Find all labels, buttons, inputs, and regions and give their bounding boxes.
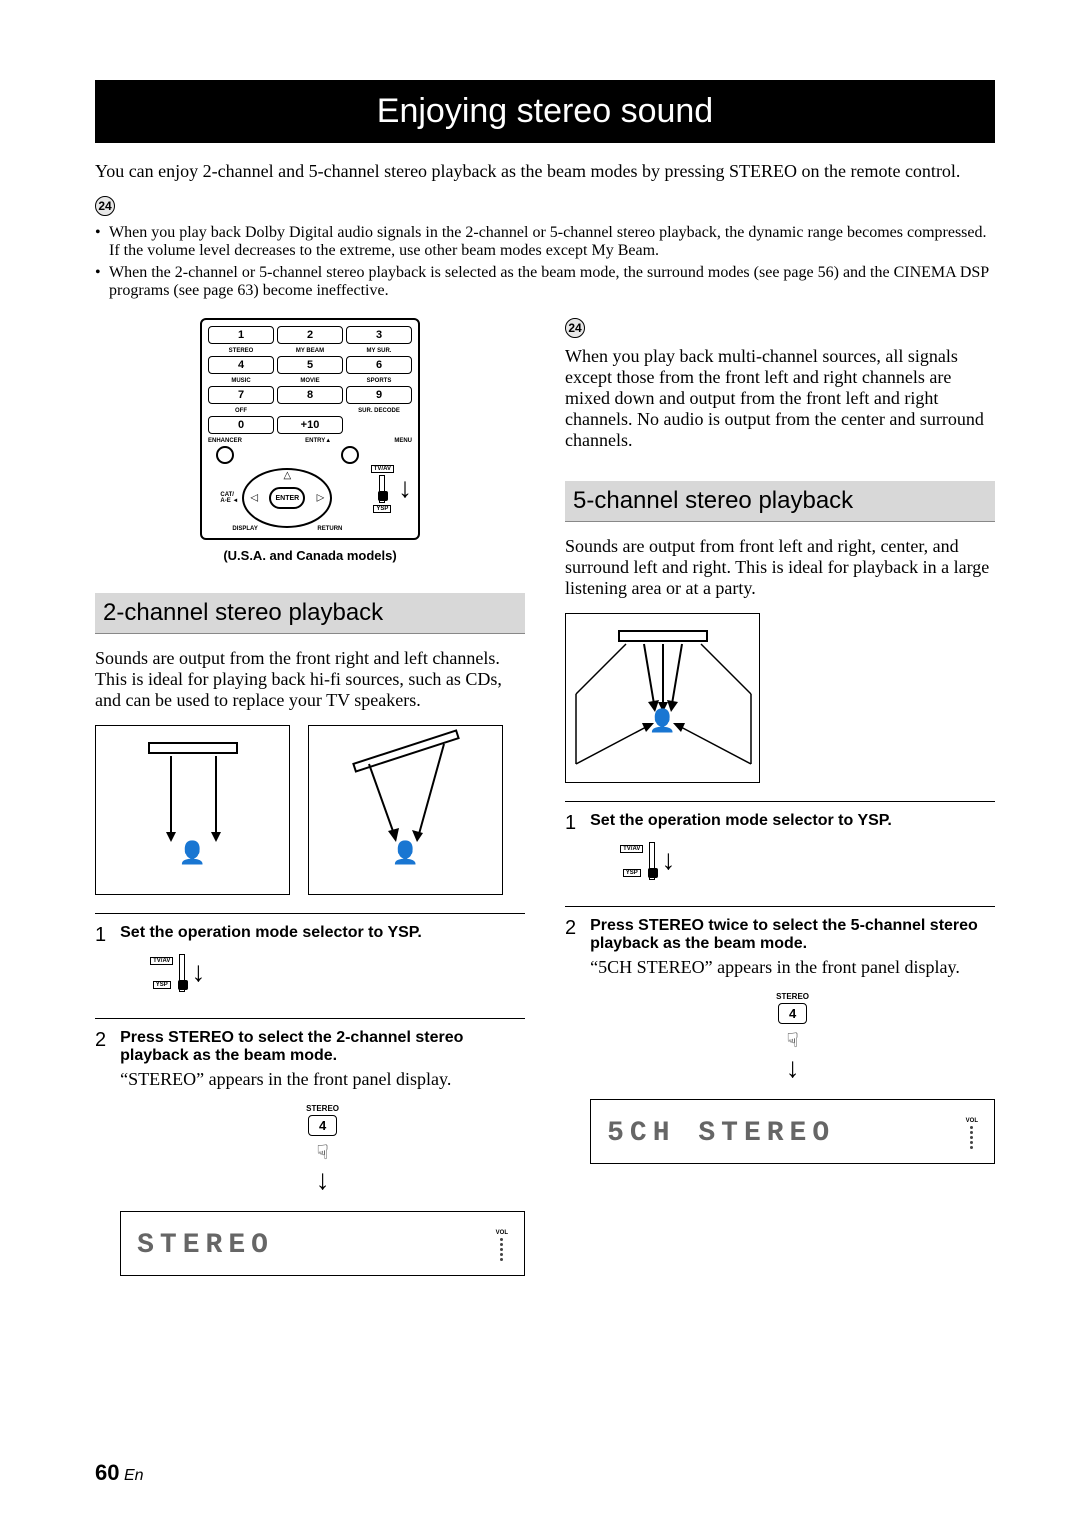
stereo-key-4: 4 [308,1115,337,1136]
stereo-button-diagram: STEREO 4 ☟ ↓ [590,992,995,1085]
note-item: When the 2-channel or 5-channel stereo p… [95,264,995,300]
page-number: 60 [95,1460,119,1485]
remote-label-enhancer: ENHANCER [208,438,242,444]
switch-label-tvav: TV/AV [150,957,173,965]
step-2-2ch: 2 Press STEREO to select the 2-channel s… [95,1018,525,1276]
arrow-down-icon: ↓ [398,473,412,505]
mode-switch-icon [379,475,385,503]
heading-2ch: 2-channel stereo playback [95,593,525,634]
listener-icon: 👤 [649,708,676,734]
step-1-2ch: 1 Set the operation mode selector to YSP… [95,913,525,1002]
listener-icon: 👤 [392,840,419,866]
arrow-down-icon: ↓ [661,845,675,877]
left-column: 1 2 3 STEREO MY BEAM MY SUR. 4 5 6 MUSIC… [95,318,525,1276]
enhancer-button-icon [216,446,234,464]
key-sublabel: MY BEAM [277,348,343,354]
step-1-text-5ch: Set the operation mode selector to YSP. [590,812,995,830]
step-1-text: Set the operation mode selector to YSP. [120,924,525,942]
remote-key-1: 1 [208,326,274,344]
switch-label-tvav: TV/AV [620,845,643,853]
mode-switch-icon [179,954,185,992]
remote-key-plus10: +10 [277,416,343,434]
remote-label-cat: CAT/ A-E ◄ [220,492,238,504]
key-sublabel: MUSIC [208,378,274,384]
key-sublabel: SUR. DECODE [346,408,412,414]
remote-key-4: 4 [208,356,274,374]
hand-press-icon: ☟ [120,1140,525,1165]
step-1-5ch: 1 Set the operation mode selector to YSP… [565,801,995,890]
page-title: Enjoying stereo sound [95,80,995,143]
switch-label-ysp: YSP [153,981,171,989]
remote-key-5: 5 [277,356,343,374]
notes-list: When you play back Dolby Digital audio s… [95,224,995,300]
remote-label-entry: ENTRY▲ [305,438,331,444]
remote-label-return: RETURN [317,526,342,532]
display-text: STEREO [137,1230,274,1261]
key-sublabel: STEREO [208,348,274,354]
diagram-2ch-tilt: 👤 [308,725,503,895]
intro-paragraph: You can enjoy 2-channel and 5-channel st… [95,161,995,182]
display-text: 5CH STEREO [607,1118,835,1149]
right-column: 24 When you play back multi-channel sour… [565,318,995,1276]
step-2-bold: Press STEREO to select the 2-channel ste… [120,1029,525,1065]
step-2-desc-5ch: “5CH STEREO” appears in the front panel … [590,957,995,978]
remote-illustration: 1 2 3 STEREO MY BEAM MY SUR. 4 5 6 MUSIC… [200,318,420,563]
switch-label-ysp: YSP [623,869,641,877]
remote-label-menu: MENU [394,438,412,444]
key-sublabel: MOVIE [277,378,343,384]
note-icon-24: 24 [95,196,115,216]
vol-meter-icon: VOL [496,1230,508,1261]
stereo-button-diagram: STEREO 4 ☟ ↓ [120,1104,525,1197]
remote-caption: (U.S.A. and Canada models) [200,548,420,563]
note-icon-24: 24 [565,318,585,338]
key-sublabel: MY SUR. [346,348,412,354]
remote-key-9: 9 [346,386,412,404]
remote-key-3: 3 [346,326,412,344]
diagram-2ch-straight: 👤 [95,725,290,895]
remote-key-7: 7 [208,386,274,404]
heading-5ch: 5-channel stereo playback [565,481,995,522]
remote-key-6: 6 [346,356,412,374]
diagram-5ch: 👤 [565,613,760,783]
stereo-key-4: 4 [778,1003,807,1024]
step-2-5ch: 2 Press STEREO twice to select the 5-cha… [565,906,995,1164]
arrow-down-icon: ↓ [590,1053,995,1085]
desc-5ch: Sounds are output from front left and ri… [565,536,995,599]
note-item: When you play back Dolby Digital audio s… [95,224,995,260]
menu-button-icon [341,446,359,464]
switch-label-tvav: TV/AV [371,465,394,473]
enter-button: ENTER [269,487,305,509]
dpad: ENTER △ ◁ ▷ CAT/ A-E ◄ DISPLAY RETURN [232,468,342,528]
step-number: 1 [95,924,106,1002]
switch-label-ysp: YSP [373,505,391,513]
vol-meter-icon: VOL [966,1118,978,1149]
remote-label-display: DISPLAY [232,526,257,532]
arrow-down-icon: ↓ [120,1165,525,1197]
listener-icon: 👤 [179,840,206,866]
remote-key-2: 2 [277,326,343,344]
display-panel-2ch: STEREO VOL [120,1211,525,1276]
stereo-label: STEREO [590,992,995,1001]
step-number: 1 [565,812,576,890]
stereo-label: STEREO [120,1104,525,1113]
mode-switch-icon [649,842,655,880]
hand-press-icon: ☟ [590,1028,995,1053]
step-number: 2 [95,1029,106,1276]
step-2-bold-5ch: Press STEREO twice to select the 5-chann… [590,917,995,953]
page-footer: 60 En [95,1460,144,1486]
right-top-note: When you play back multi-channel sources… [565,346,995,451]
arrow-down-icon: ↓ [191,957,205,989]
desc-2ch: Sounds are output from the front right a… [95,648,525,711]
key-sublabel [277,408,343,414]
display-panel-5ch: 5CH STEREO VOL [590,1099,995,1164]
step-number: 2 [565,917,576,1164]
remote-key-8: 8 [277,386,343,404]
key-sublabel: SPORTS [346,378,412,384]
key-sublabel: OFF [208,408,274,414]
page-lang: En [124,1467,144,1484]
step-2-desc: “STEREO” appears in the front panel disp… [120,1069,525,1090]
remote-key-0: 0 [208,416,274,434]
diagram-row-2ch: 👤 👤 [95,725,525,895]
